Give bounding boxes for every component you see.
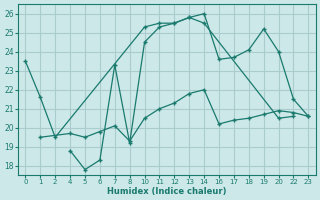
X-axis label: Humidex (Indice chaleur): Humidex (Indice chaleur): [107, 187, 227, 196]
